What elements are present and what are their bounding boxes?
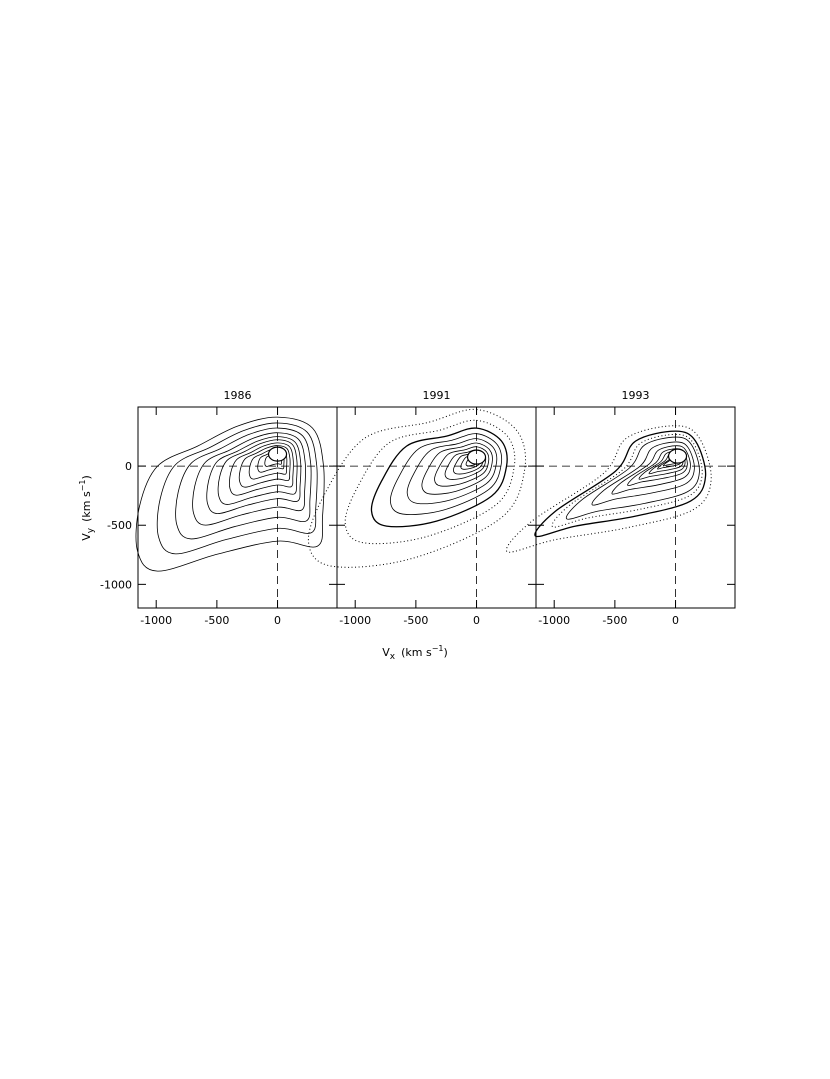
panel-frame	[535, 406, 736, 609]
contour	[238, 445, 291, 488]
label-exponent: −1	[432, 644, 444, 653]
x-tick-label: -500	[403, 614, 428, 627]
contour	[370, 427, 508, 528]
contour	[248, 447, 288, 480]
panel-frame	[137, 406, 338, 609]
label-close: )	[80, 475, 93, 479]
panel-title: 1991	[423, 389, 451, 402]
panel-title: 1986	[224, 389, 252, 402]
contour	[390, 433, 503, 515]
label-subscript: y	[86, 527, 96, 533]
y-tick-label: -1000	[100, 578, 132, 591]
contour	[156, 422, 318, 555]
contour	[229, 442, 294, 496]
contour	[175, 427, 312, 540]
contour	[217, 439, 298, 505]
label-symbol: V	[80, 533, 93, 541]
contour	[534, 430, 707, 538]
x-tick-label: -500	[602, 614, 627, 627]
x-tick-label: 0	[274, 614, 281, 627]
contour	[406, 438, 498, 505]
label-close: )	[443, 646, 447, 659]
contours	[135, 416, 325, 572]
x-tick-label: -1000	[140, 614, 172, 627]
contour	[434, 446, 490, 487]
contour	[627, 448, 688, 486]
contour	[565, 436, 700, 520]
contour-dotted	[505, 425, 712, 553]
label-subscript: x	[390, 652, 396, 662]
contour	[192, 432, 306, 526]
panel-frame	[336, 406, 537, 609]
contour	[591, 441, 695, 506]
contour-dotted	[551, 433, 703, 528]
contour	[421, 442, 493, 495]
label-symbol: V	[382, 646, 390, 659]
y-tick-label: 0	[125, 460, 132, 473]
y-tick-label: -500	[107, 519, 132, 532]
y-axis-label: Vy (km s−1)	[78, 475, 96, 541]
contour	[206, 436, 302, 515]
contour	[611, 445, 691, 495]
contours	[505, 425, 712, 553]
label-unit: (km s	[80, 491, 93, 522]
x-tick-label: 0	[672, 614, 679, 627]
x-tick-label: -500	[204, 614, 229, 627]
x-tick-label: 0	[473, 614, 480, 627]
label-unit: (km s	[401, 646, 432, 659]
contour-dotted	[307, 408, 527, 568]
x-tick-label: -1000	[538, 614, 570, 627]
label-exponent: −1	[78, 480, 87, 492]
contour	[135, 416, 325, 572]
x-tick-label: -1000	[339, 614, 371, 627]
contour-core	[667, 448, 688, 464]
panel-title: 1993	[622, 389, 650, 402]
contours	[307, 408, 527, 568]
x-axis-label: Vx (km s−1)	[382, 644, 448, 662]
